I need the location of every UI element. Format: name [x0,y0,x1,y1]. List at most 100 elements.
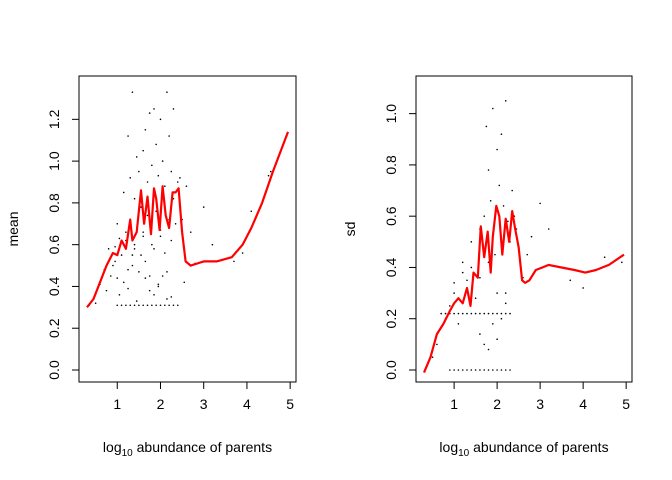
data-point [569,279,572,282]
data-point [135,300,138,302]
data-point [116,277,119,279]
scatter-points [431,100,623,371]
data-point [504,100,507,102]
data-point [157,174,160,177]
data-point [526,253,529,256]
data-point [135,156,138,158]
x-tick-label: 4 [579,396,587,412]
data-point [470,266,473,269]
data-point [159,235,162,238]
y-tick-label: 0.8 [46,193,62,213]
data-point [233,260,235,263]
data-point [489,200,492,202]
data-point [129,304,132,307]
data-point [142,231,144,233]
y-tick-label: 1.2 [46,109,62,129]
data-point [151,304,153,307]
data-point [159,304,162,307]
data-point [146,214,149,217]
data-point [474,312,477,315]
data-point [483,369,486,371]
data-point [153,108,155,110]
data-point [500,312,503,315]
data-point [241,252,244,254]
data-point [500,133,503,135]
data-point [140,254,142,256]
data-point [122,281,125,284]
data-point [105,289,108,292]
data-point [621,261,623,264]
data-point [174,222,177,225]
x-tick-label: 1 [450,396,458,412]
data-point [151,243,153,246]
data-point [116,222,119,225]
data-point [492,312,494,315]
data-point [131,254,134,256]
data-point [118,294,121,296]
x-axis: 1 2 3 4 5 [450,381,630,412]
x-axis-title-base: log [439,439,458,455]
x-axis-title-rest: abundance of parents [133,439,272,455]
data-point [144,277,147,279]
x-tick-label: 2 [493,396,501,412]
y-axis-title: mean [5,211,21,246]
data-point [496,369,498,371]
x-axis-title: log10 abundance of parents [439,439,608,459]
x-tick-label: 3 [536,396,544,412]
data-point [172,304,175,307]
x-axis-title-rest: abundance of parents [469,439,608,455]
data-point [457,312,460,315]
x-tick-label: 5 [286,396,294,412]
data-point [131,91,134,93]
y-tick-label: 0.6 [383,206,399,226]
x-tick-label: 4 [243,396,251,412]
data-point [474,297,477,300]
data-point [461,271,464,274]
data-point [457,369,460,371]
data-point [131,264,134,267]
data-point [470,369,473,371]
data-point [479,369,481,371]
data-point [142,235,144,238]
data-point [148,112,151,114]
y-tick-label: 1.0 [383,104,399,124]
data-point [500,317,503,320]
data-point [133,304,136,307]
data-point [164,252,166,254]
data-point [157,285,160,288]
y-axis-title: sd [342,222,358,237]
data-point [116,304,119,307]
data-point [496,312,498,315]
data-point [155,143,157,146]
data-point [457,323,460,325]
data-point [492,369,494,371]
data-point [157,283,160,286]
data-point [179,177,181,179]
data-point [138,304,140,307]
y-tick-label: 1.0 [46,151,62,171]
plot-frame [78,75,297,383]
data-point [133,248,136,250]
data-point [582,287,584,289]
data-point [153,248,155,250]
data-point [166,91,168,93]
data-point [483,312,486,315]
data-point [504,302,507,305]
data-point [168,304,170,307]
x-axis-title: log10 abundance of parents [103,439,272,459]
data-point [504,312,507,315]
smooth-trend-line [422,204,625,374]
data-point [470,241,473,243]
data-point [474,369,477,371]
data-point [494,253,496,256]
data-point [176,181,179,183]
data-point [161,275,164,277]
data-point [166,298,168,300]
data-point [496,292,498,294]
data-point [492,107,494,110]
data-point [120,254,123,256]
data-point [444,312,447,315]
data-point [453,292,455,294]
data-point [164,304,166,307]
